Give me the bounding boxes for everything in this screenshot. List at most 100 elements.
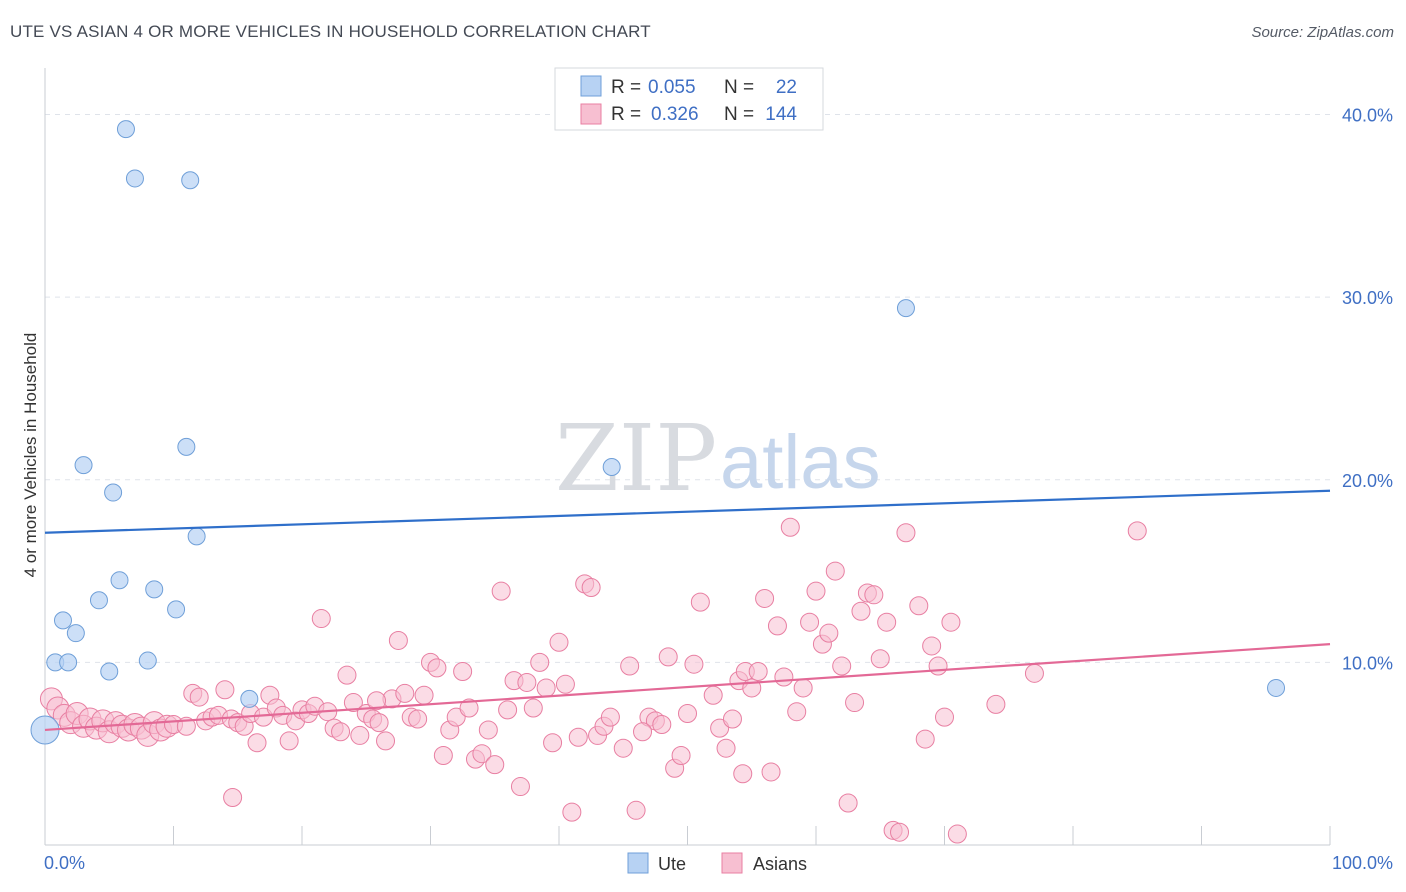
- asian-point-111: [787, 702, 807, 722]
- asian-point-68: [491, 581, 511, 601]
- ute-trend-line: [44, 489, 1331, 534]
- ute-point-4: [177, 437, 196, 456]
- asian-point-98: [703, 685, 723, 705]
- asian-point-114: [806, 581, 826, 601]
- legend-ute-r-label: R =: [611, 77, 641, 98]
- ute-point-10: [145, 580, 164, 599]
- asian-point-143: [223, 788, 243, 808]
- asian-point-85: [600, 707, 620, 727]
- asian-point-75: [536, 678, 556, 698]
- asian-trend-line: [44, 643, 1331, 732]
- watermark-zip: ZIP: [555, 405, 717, 512]
- asian-point-141: [408, 709, 428, 729]
- y-axis-title: 4 or more Vehicles in Household: [21, 333, 40, 578]
- asian-point-53: [388, 630, 408, 650]
- asian-point-119: [838, 793, 858, 813]
- asian-point-66: [478, 720, 498, 740]
- watermark-atlas: atlas: [720, 420, 881, 505]
- legend-asian-r-value: 0.326: [651, 104, 699, 125]
- legend-ute-swatch: [580, 75, 602, 97]
- asian-point-80: [568, 727, 588, 747]
- asian-point-96: [684, 654, 704, 674]
- asian-point-32: [253, 707, 273, 727]
- ute-point-0: [116, 120, 135, 139]
- legend-asian-r-label: R =: [611, 104, 641, 125]
- legend-asian-swatch: [580, 103, 602, 125]
- asian-point-82: [581, 578, 601, 598]
- asian-point-46: [343, 693, 363, 713]
- asian-point-134: [941, 612, 961, 632]
- asian-point-142: [367, 691, 387, 711]
- x-tick-label-0: 0.0%: [44, 853, 85, 873]
- asian-point-62: [453, 662, 473, 682]
- asian-point-72: [517, 672, 537, 692]
- ute-point-1: [125, 169, 144, 188]
- legend-ute-r-value: 0.055: [648, 77, 696, 98]
- asian-point-54: [395, 683, 415, 703]
- asian-point-86: [613, 738, 633, 758]
- asian-point-78: [555, 674, 575, 694]
- y-tick-label-3: 40.0%: [1342, 106, 1393, 126]
- trend-lines: [44, 489, 1331, 732]
- asian-point-100: [716, 738, 736, 758]
- asian-point-67: [485, 755, 505, 775]
- asian-point-109: [774, 667, 794, 687]
- asian-point-87: [620, 656, 640, 676]
- asian-point-105: [748, 662, 768, 682]
- asian-point-76: [543, 733, 563, 753]
- ute-points: [30, 120, 1286, 745]
- asian-point-112: [793, 678, 813, 698]
- axes: [44, 68, 1331, 846]
- asian-point-50: [369, 713, 389, 733]
- asian-point-36: [279, 731, 299, 751]
- bottom-legend-ute-swatch: [627, 852, 649, 874]
- ute-point-9: [110, 571, 129, 590]
- x-tick-labels: 0.0% 100.0%: [44, 853, 1393, 873]
- asian-point-77: [549, 632, 569, 652]
- asian-point-41: [311, 609, 331, 629]
- asian-point-120: [845, 693, 865, 713]
- asian-point-138: [1127, 521, 1147, 541]
- asian-point-110: [780, 517, 800, 537]
- asian-point-58: [427, 658, 447, 678]
- asian-points: [39, 517, 1147, 844]
- asian-point-136: [986, 694, 1006, 714]
- asian-point-106: [755, 588, 775, 608]
- ute-point-14: [66, 624, 85, 643]
- y-tick-label-0: 10.0%: [1342, 653, 1393, 673]
- asian-point-71: [510, 777, 530, 797]
- asian-point-95: [678, 704, 697, 724]
- x-tick-label-1: 100.0%: [1332, 853, 1393, 873]
- ute-point-13: [53, 611, 72, 630]
- asian-point-74: [530, 652, 550, 672]
- asian-point-99: [710, 718, 730, 738]
- ute-point-3: [896, 299, 915, 318]
- ute-point-5: [74, 456, 93, 475]
- asian-point-91: [652, 714, 672, 734]
- asian-point-131: [922, 636, 942, 656]
- ute-point-6: [602, 457, 621, 476]
- ute-point-12: [167, 600, 186, 619]
- ute-point-15: [138, 651, 157, 670]
- asian-point-139: [633, 722, 653, 742]
- ute-point-17: [59, 653, 78, 672]
- ute-point-8: [187, 527, 206, 546]
- bottom-legend-asians-swatch: [721, 852, 743, 874]
- asian-point-133: [935, 707, 954, 727]
- asian-point-113: [800, 612, 820, 632]
- asian-point-129: [909, 596, 929, 616]
- y-tick-label-2: 30.0%: [1342, 288, 1393, 308]
- bottom-legend-ute-label: Ute: [658, 854, 686, 874]
- ute-point-20: [1267, 678, 1286, 697]
- asian-point-31: [247, 733, 267, 753]
- asian-point-44: [331, 722, 351, 742]
- asian-point-130: [915, 729, 935, 749]
- asian-point-128: [896, 523, 916, 543]
- asian-point-123: [864, 585, 884, 605]
- legend-ute-n-value: 22: [776, 77, 797, 98]
- asian-point-97: [690, 592, 710, 612]
- y-tick-label-1: 20.0%: [1342, 471, 1393, 491]
- bottom-legend: Ute Asians: [627, 852, 807, 874]
- asian-point-92: [658, 647, 678, 667]
